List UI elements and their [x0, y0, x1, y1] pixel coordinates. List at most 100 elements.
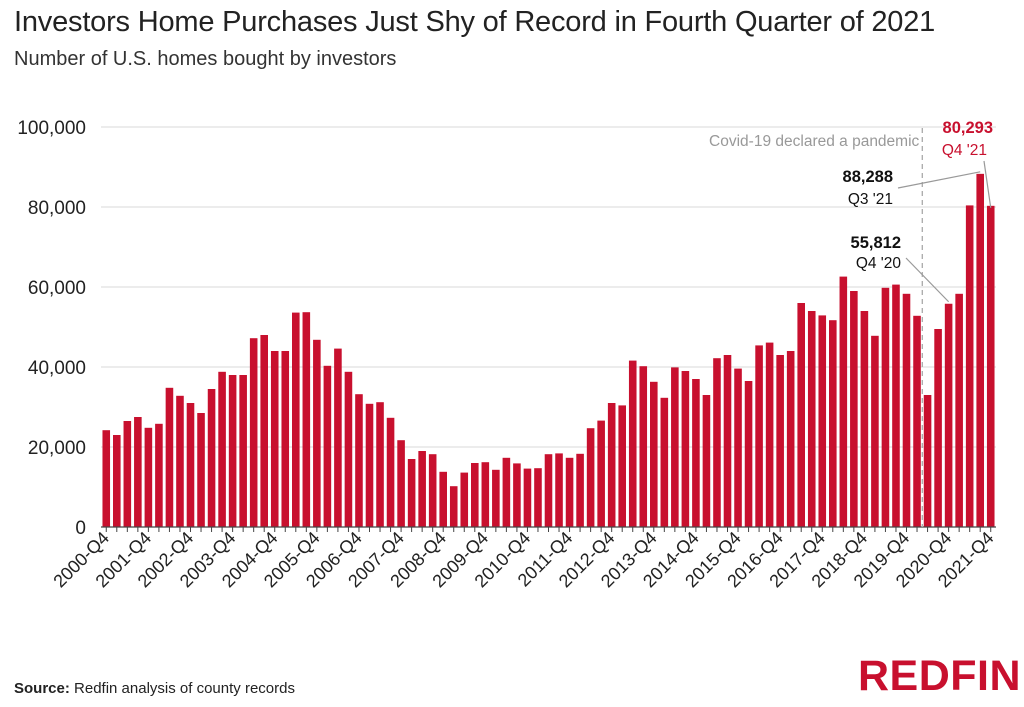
bar — [797, 303, 805, 527]
bar — [376, 402, 384, 527]
bar — [544, 454, 553, 527]
bar — [850, 291, 858, 527]
annotation-period: Q4 '21 — [942, 142, 987, 159]
annotation-value: 80,293 — [943, 119, 993, 137]
bar — [702, 395, 711, 527]
bar — [281, 351, 290, 527]
bar — [418, 451, 426, 527]
bar — [365, 403, 374, 527]
bar — [344, 371, 353, 527]
annotation-value: 88,288 — [843, 168, 893, 186]
y-tick-label: 0 — [75, 518, 86, 539]
bar — [597, 420, 605, 527]
bar — [892, 284, 900, 527]
bar — [829, 320, 837, 527]
bar — [523, 468, 532, 527]
bar — [197, 413, 205, 527]
bar — [723, 355, 732, 527]
bar — [113, 435, 121, 527]
annotation-leader — [897, 171, 981, 189]
bar — [934, 329, 942, 527]
bar — [913, 315, 921, 527]
bar — [555, 453, 563, 527]
annotation-value: 55,812 — [851, 234, 901, 252]
bar — [639, 366, 648, 527]
bar — [586, 428, 595, 527]
bar — [186, 403, 195, 527]
bar — [102, 430, 111, 527]
bar — [818, 315, 827, 527]
bar — [439, 471, 447, 527]
source-label: Source: — [14, 680, 70, 697]
bar — [165, 387, 174, 527]
bar — [650, 381, 658, 527]
bar — [628, 360, 637, 527]
bar — [397, 440, 405, 527]
bar — [871, 335, 879, 527]
annotation-leader — [905, 257, 950, 303]
bar — [744, 381, 753, 527]
chart-subtitle: Number of U.S. homes bought by investors — [14, 48, 397, 70]
source-note: Source: Redfin analysis of county record… — [14, 680, 295, 697]
y-tick-label: 20,000 — [28, 438, 86, 459]
source-text: Redfin analysis of county records — [74, 680, 295, 697]
y-tick-label: 100,000 — [17, 118, 86, 139]
bar — [692, 379, 700, 527]
y-tick-label: 40,000 — [28, 358, 86, 379]
redfin-logo: REDFIN — [858, 652, 1022, 700]
bar — [386, 417, 395, 527]
bar — [428, 454, 437, 527]
bar — [576, 453, 584, 527]
pandemic-label: Covid-19 declared a pandemic — [709, 133, 919, 150]
bar — [807, 311, 816, 527]
bar — [460, 472, 469, 527]
bar — [881, 287, 890, 527]
bar — [955, 293, 963, 527]
bar — [492, 469, 500, 527]
bar — [923, 395, 932, 527]
bar — [123, 421, 132, 527]
bar — [270, 351, 279, 527]
bar — [902, 293, 911, 527]
bar — [144, 427, 153, 527]
bar — [334, 348, 342, 527]
bar — [765, 342, 774, 527]
bar — [481, 462, 490, 527]
bar — [618, 405, 626, 527]
bar — [755, 345, 763, 527]
bar — [565, 457, 574, 527]
bar — [839, 276, 848, 527]
bar — [681, 371, 690, 527]
bar — [134, 417, 142, 527]
bar — [302, 312, 311, 527]
annotation-period: Q3 '21 — [848, 191, 893, 208]
bar — [260, 335, 268, 527]
bar — [976, 173, 984, 527]
bar — [407, 459, 416, 527]
bar — [965, 205, 974, 527]
bar — [292, 312, 300, 527]
bar — [776, 355, 784, 527]
annotation-period: Q4 '20 — [856, 255, 902, 272]
bar — [860, 311, 869, 527]
bar — [228, 375, 237, 527]
chart-title: Investors Home Purchases Just Shy of Rec… — [14, 6, 936, 38]
annotation-leader — [983, 160, 992, 208]
bar — [513, 463, 521, 527]
bar — [155, 423, 163, 527]
bar — [607, 403, 616, 527]
bar — [471, 463, 479, 527]
y-tick-label: 80,000 — [28, 198, 86, 219]
bar — [239, 375, 247, 527]
y-tick-label: 60,000 — [28, 278, 86, 299]
bar — [986, 205, 995, 527]
bar — [176, 395, 184, 527]
bar — [249, 338, 258, 527]
bar — [944, 303, 953, 527]
bar — [218, 371, 226, 527]
bar — [713, 358, 721, 527]
bar — [355, 394, 363, 527]
bar — [313, 339, 321, 527]
bar — [734, 368, 742, 527]
